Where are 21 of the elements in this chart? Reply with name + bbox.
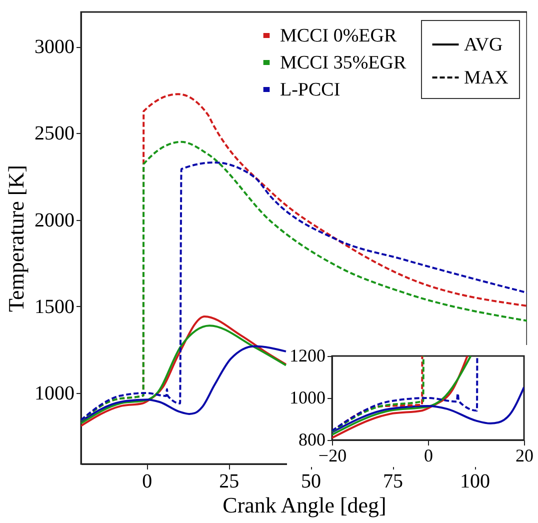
x-tick-label: 75	[383, 470, 404, 492]
y-tick-label: 1200	[290, 346, 326, 366]
x-tick-label: 20	[516, 446, 534, 466]
legend-label: MCCI 0%EGR	[280, 26, 397, 46]
y-tick-label: 1000	[34, 382, 74, 404]
y-tick-label: 2500	[34, 122, 74, 145]
y-axis-title: Temperature [K]	[4, 165, 28, 312]
annotation: AVG	[464, 34, 503, 56]
y-tick-label: 3000	[34, 36, 74, 58]
legend-label: MCCI 35%EGR	[280, 52, 406, 74]
x-axis-title: Crank Angle [deg]	[222, 492, 386, 518]
x-tick-label: 100	[460, 470, 490, 492]
y-tick-label: 1000	[290, 388, 326, 408]
y-tick-label: 2000	[34, 209, 74, 232]
legend-label: L-PCCI	[280, 80, 340, 100]
x-tick-label: 25	[219, 470, 240, 492]
y-tick-label: 1500	[34, 296, 74, 318]
x-tick-label: 0	[142, 470, 152, 492]
annotation: MAX	[464, 68, 509, 88]
x-tick-label: 50	[301, 470, 322, 492]
x-tick-label: 0	[424, 446, 433, 466]
